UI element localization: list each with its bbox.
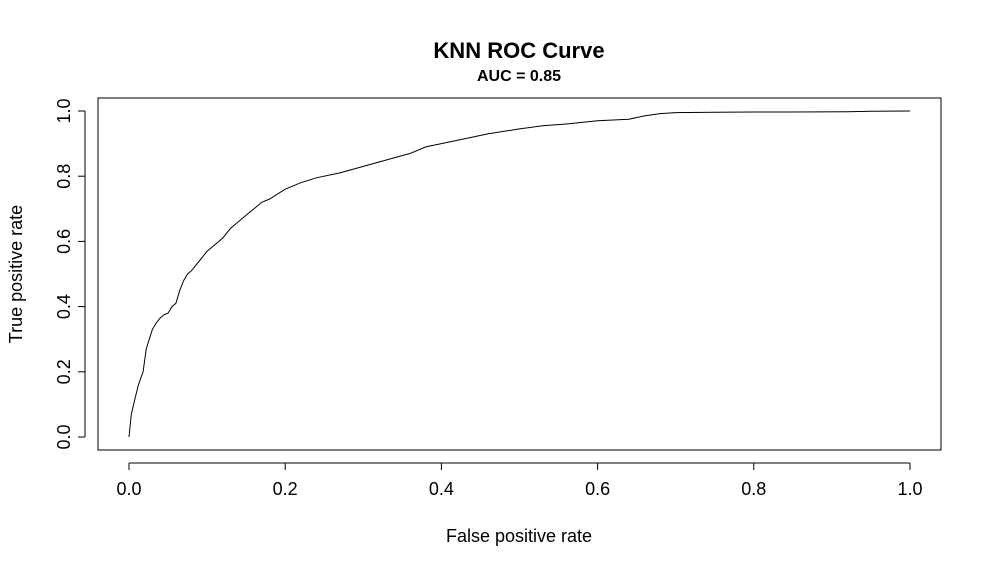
roc-curve-line (128, 110, 911, 438)
x-axis-label: False positive rate (446, 526, 592, 546)
x-axis: 0.0 0.2 0.4 0.6 0.8 1.0 (116, 462, 923, 499)
x-tick-label: 1.0 (897, 479, 922, 499)
x-tick-label: 0.6 (585, 479, 610, 499)
plot-area (97, 97, 942, 451)
y-tick-label: 0.0 (54, 424, 74, 449)
y-tick-label: 0.4 (54, 294, 74, 319)
chart-subtitle: AUC = 0.85 (477, 68, 561, 85)
y-axis-label: True positive rate (6, 205, 26, 343)
x-tick-label: 0.2 (273, 479, 298, 499)
y-axis: 0.0 0.2 0.4 0.6 0.8 1.0 (54, 98, 86, 450)
y-tick-label: 1.0 (54, 98, 74, 123)
y-tick-label: 0.6 (54, 229, 74, 254)
x-tick-label: 0.4 (429, 479, 454, 499)
x-tick-label: 0.8 (741, 479, 766, 499)
y-tick-label: 0.8 (54, 164, 74, 189)
y-tick-label: 0.2 (54, 359, 74, 384)
chart-title: KNN ROC Curve (433, 38, 604, 63)
x-tick-label: 0.0 (116, 479, 141, 499)
